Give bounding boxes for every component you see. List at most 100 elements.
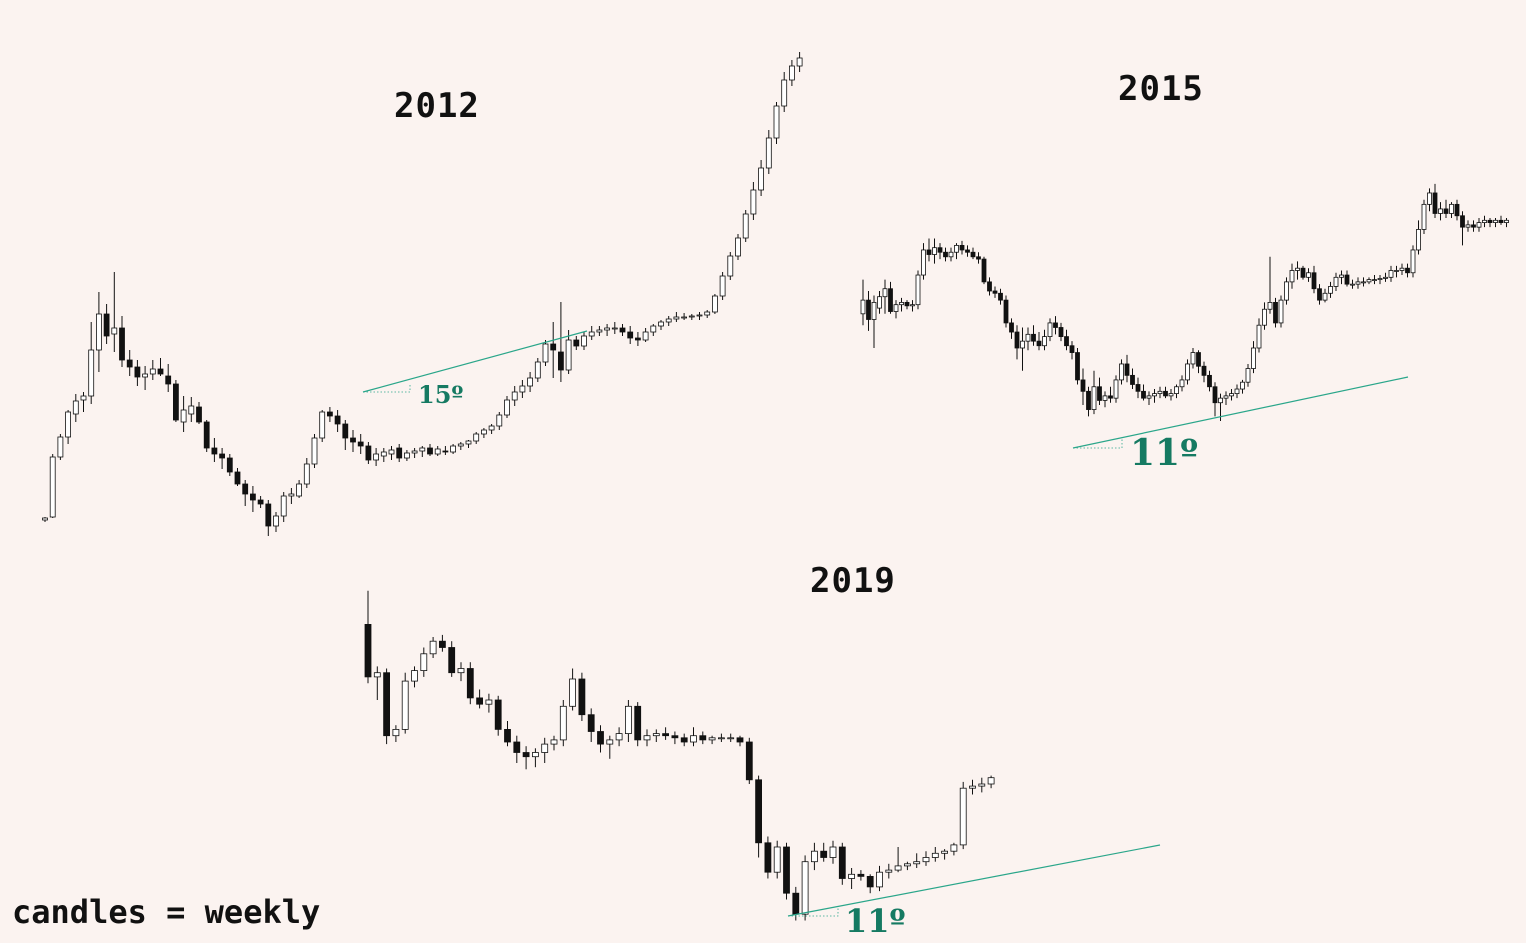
candle-up — [403, 452, 410, 459]
candle-up — [932, 247, 937, 255]
candle-down — [1124, 363, 1130, 376]
candle-up — [542, 343, 549, 363]
candle-up — [373, 453, 380, 461]
candle-down — [1080, 379, 1086, 392]
candle-down — [1344, 274, 1350, 285]
candle-down — [448, 647, 456, 674]
candle-down — [1108, 395, 1113, 399]
candle-up — [665, 318, 672, 323]
candle-down — [334, 415, 341, 425]
candle-up — [829, 846, 837, 858]
candle-down — [937, 247, 943, 253]
candle-up — [1410, 249, 1416, 274]
candle-down — [970, 251, 976, 258]
candle-up — [904, 863, 911, 867]
candle-down — [364, 624, 372, 678]
candle-down — [265, 503, 272, 527]
candle-down — [1075, 352, 1080, 381]
candle-down — [587, 714, 595, 732]
candle-up — [727, 737, 735, 740]
candle-up — [380, 451, 387, 457]
candle-up — [511, 391, 518, 401]
candle-up — [978, 783, 986, 787]
candle-down — [226, 457, 233, 473]
candle-up — [941, 850, 948, 854]
candle-down — [1086, 390, 1091, 410]
candle-down — [1130, 374, 1135, 385]
candle-up — [611, 327, 618, 330]
candle-down — [494, 699, 502, 730]
candle-down — [680, 737, 688, 743]
candle-up — [111, 327, 118, 335]
trendline — [787, 844, 1161, 917]
candle-up — [457, 443, 464, 447]
candle-up — [180, 409, 187, 423]
candle-down — [1405, 267, 1410, 274]
candle-up — [1333, 276, 1339, 287]
candle-down — [211, 447, 218, 455]
candle-down — [396, 447, 403, 459]
candle-down — [1311, 272, 1317, 290]
candle-up — [696, 314, 703, 317]
candle-down — [342, 423, 349, 439]
candle-up — [550, 739, 558, 745]
candle-up — [1256, 324, 1262, 349]
candle-up — [950, 844, 958, 852]
candle-up — [527, 377, 533, 387]
candle-up — [373, 672, 381, 678]
candle-down — [699, 735, 707, 741]
candle-down — [820, 850, 828, 858]
candle-up — [457, 668, 465, 674]
candle-up — [876, 871, 883, 888]
candle-down — [1014, 331, 1020, 349]
candle-down — [1053, 322, 1058, 328]
candle-up — [1372, 279, 1377, 282]
candle-up — [1234, 388, 1240, 395]
candle-up — [1262, 308, 1267, 326]
candle-up — [1278, 299, 1284, 324]
candle-up — [735, 237, 741, 257]
candle-up — [765, 137, 772, 169]
candle-down — [442, 450, 449, 453]
candle-up — [534, 361, 541, 379]
candle-down — [1135, 384, 1141, 392]
candle-down — [1273, 301, 1278, 324]
candle-up — [718, 737, 725, 740]
candle-up — [1394, 270, 1399, 272]
candle-up — [1438, 208, 1443, 214]
candle-up — [606, 739, 614, 745]
candle-up — [485, 699, 493, 705]
candle-down — [597, 731, 604, 745]
candle-down — [357, 441, 364, 447]
candle-down — [1487, 219, 1493, 224]
candle-up — [915, 274, 921, 306]
angle-label-2015: 11º — [1130, 432, 1199, 474]
candle-down — [1058, 327, 1064, 338]
candle-down — [662, 733, 669, 737]
angle-guide — [363, 383, 411, 393]
candle-up — [877, 296, 882, 309]
candle-up — [488, 425, 495, 431]
candle-up — [796, 57, 803, 67]
candle-up — [773, 105, 780, 139]
candle-up — [1157, 390, 1163, 395]
candle-down — [234, 471, 241, 485]
candle-up — [541, 743, 549, 753]
candle-up — [948, 251, 954, 258]
candle-down — [1064, 336, 1069, 347]
candle-up — [1366, 279, 1372, 283]
candle-up — [480, 429, 487, 435]
candle-up — [1427, 192, 1432, 205]
angle-guide — [1073, 438, 1123, 449]
candle-down — [981, 258, 987, 283]
candle-up — [42, 517, 48, 521]
candle-down — [1163, 390, 1168, 397]
candle-up — [860, 299, 866, 315]
candle-up — [1482, 219, 1487, 224]
candle-down — [943, 251, 948, 258]
candle-down — [427, 447, 433, 455]
candle-up — [1361, 281, 1366, 284]
candle-up — [642, 331, 649, 341]
candle-up — [465, 440, 472, 445]
candle-up — [420, 653, 428, 671]
